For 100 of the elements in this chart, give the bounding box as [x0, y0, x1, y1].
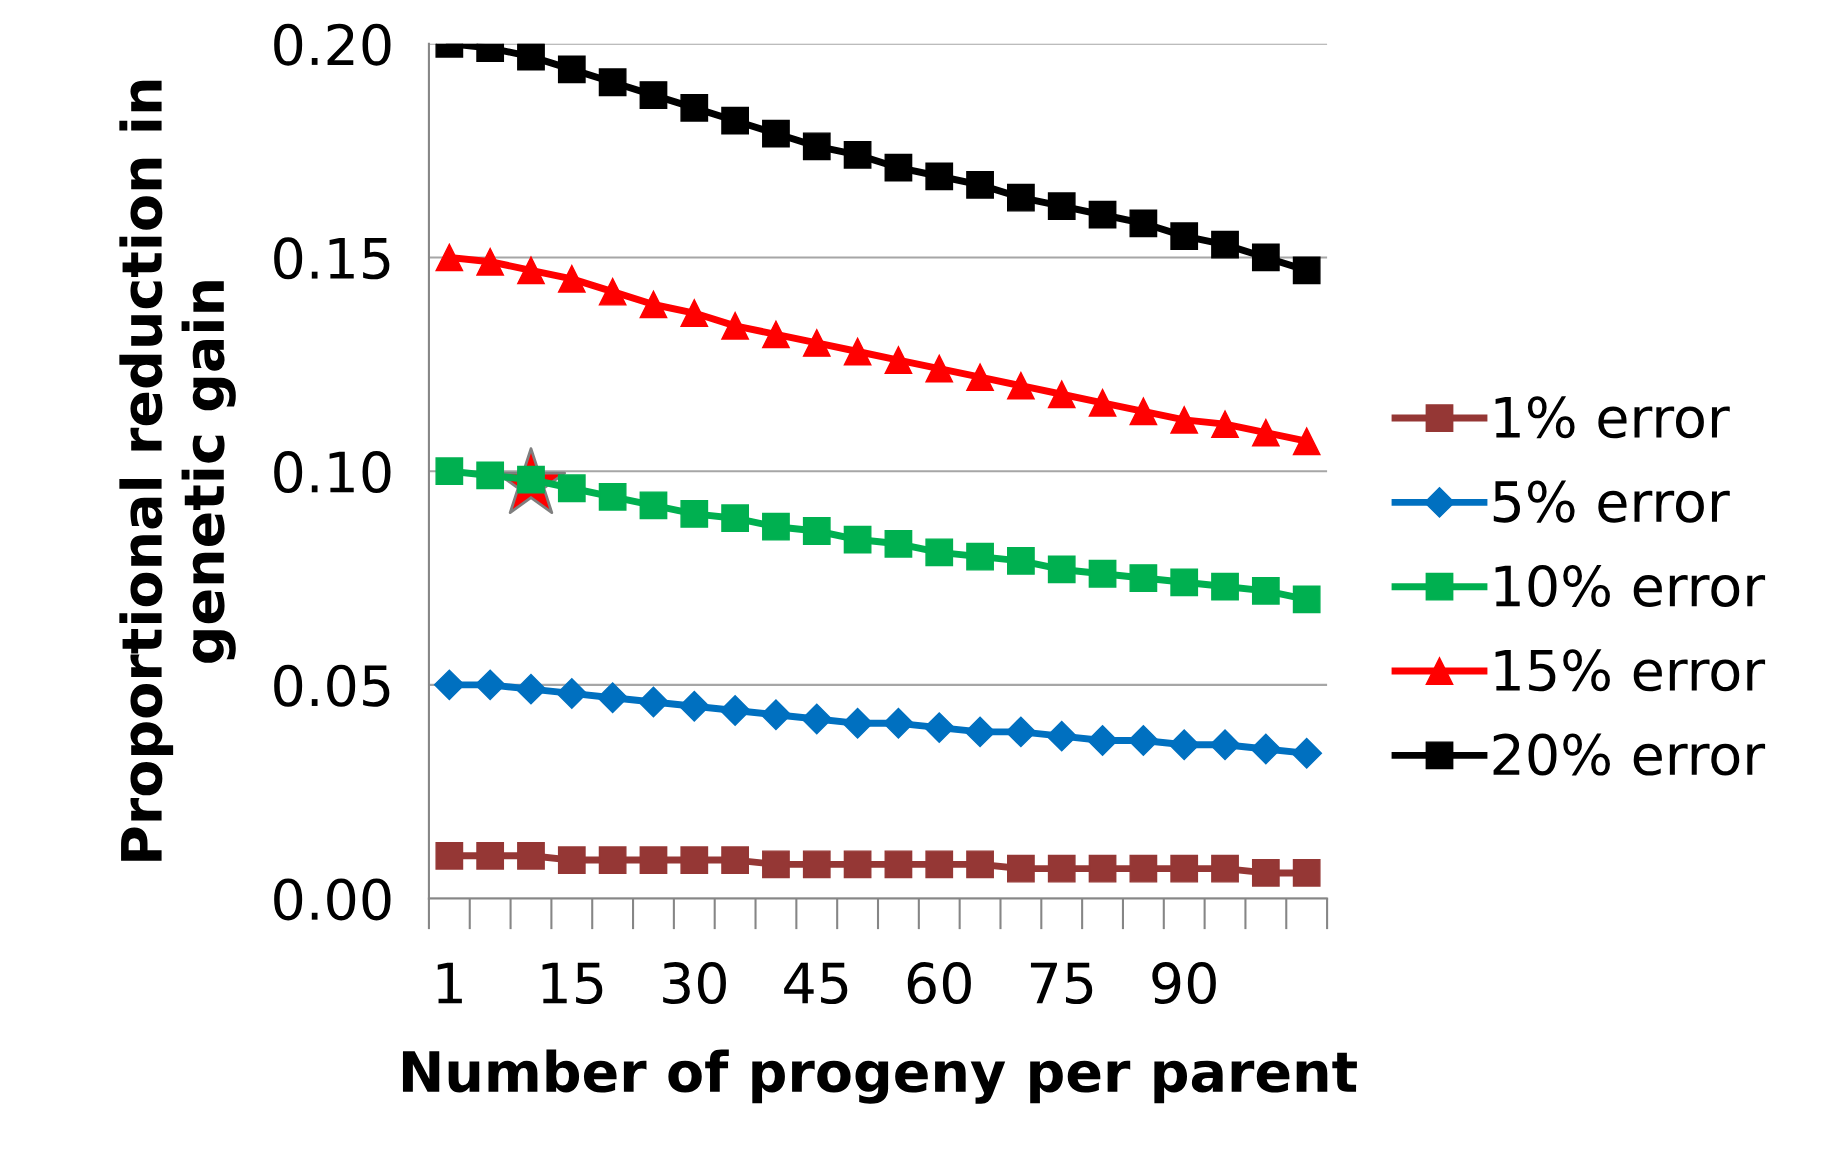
point: [925, 850, 954, 879]
x-tick-label: 90: [1152, 962, 1216, 1005]
x-axis-title: Number of progeny per parent: [402, 1049, 1357, 1104]
point: [556, 677, 588, 709]
point: [762, 119, 790, 148]
point: [1170, 405, 1199, 434]
point: [435, 457, 464, 486]
point: [882, 707, 914, 739]
point: [843, 141, 872, 169]
point: [517, 841, 545, 870]
point: [1251, 859, 1280, 887]
point: [433, 669, 465, 701]
x-tick-label: 75: [1030, 962, 1093, 1005]
x-tick-label: 45: [784, 962, 848, 1005]
y-tick-label: 0.10: [274, 451, 391, 494]
point: [843, 850, 872, 879]
point: [557, 55, 586, 84]
point: [680, 93, 709, 122]
point: [966, 850, 994, 879]
point: [1211, 230, 1239, 259]
point: [557, 474, 586, 503]
point: [1251, 576, 1280, 605]
legend-label: 5% error: [1493, 480, 1730, 523]
point: [762, 512, 790, 541]
point: [966, 363, 994, 392]
point: [476, 247, 505, 276]
point: [1088, 388, 1117, 417]
x-tick-label: 1: [437, 962, 462, 1004]
legend-label: 1% error: [1495, 396, 1730, 439]
point: [1211, 410, 1239, 439]
point: [680, 299, 709, 327]
point: [1292, 256, 1321, 285]
point: [762, 320, 790, 349]
point: [801, 703, 833, 735]
y-tick-label: 0.00: [274, 878, 391, 921]
point: [802, 132, 831, 161]
legend-label: 15% error: [1495, 649, 1766, 692]
legend-label: 20% error: [1493, 733, 1766, 776]
point: [639, 290, 668, 319]
point: [1047, 854, 1076, 883]
point: [1129, 397, 1158, 426]
point: [1292, 427, 1321, 456]
point: [639, 81, 668, 109]
point: [638, 686, 669, 718]
point: [1087, 724, 1118, 756]
point: [966, 170, 994, 199]
point: [843, 337, 872, 366]
point: [802, 850, 831, 879]
point: [1088, 854, 1117, 883]
point: [925, 162, 954, 191]
point: [598, 277, 627, 306]
point: [515, 673, 547, 705]
y-tick-label: 0.15: [274, 237, 390, 280]
point: [719, 695, 751, 726]
point: [925, 538, 954, 567]
y-tick-label: 0.20: [274, 23, 391, 66]
point: [721, 846, 750, 874]
point: [884, 153, 913, 182]
point: [884, 529, 913, 558]
point: [1007, 371, 1035, 400]
point: [1168, 729, 1200, 761]
x-tick-label: 30: [663, 962, 726, 1005]
point: [925, 354, 954, 383]
point: [639, 491, 668, 520]
point: [680, 500, 709, 528]
point: [1170, 222, 1199, 250]
point: [1129, 854, 1158, 883]
point: [1170, 568, 1199, 597]
point: [598, 846, 627, 874]
point: [1209, 729, 1241, 761]
point: [1211, 572, 1239, 601]
point: [435, 841, 464, 870]
point: [843, 525, 872, 554]
x-tick-label: 60: [907, 962, 971, 1005]
point: [1251, 418, 1280, 447]
point: [1005, 716, 1037, 748]
point: [923, 712, 955, 744]
point: [1129, 564, 1158, 592]
point: [1047, 380, 1076, 409]
point: [639, 846, 668, 874]
point: [476, 461, 505, 490]
point: [1251, 243, 1280, 272]
point: [678, 690, 710, 722]
point: [1170, 854, 1199, 883]
point: [476, 841, 505, 870]
point: [1291, 737, 1323, 769]
point: [557, 264, 586, 293]
point: [721, 504, 750, 533]
point: [680, 846, 709, 874]
point: [597, 682, 629, 714]
point: [721, 311, 750, 340]
point: [1047, 192, 1076, 221]
point: [517, 256, 545, 285]
point: [966, 542, 994, 571]
point: [802, 329, 831, 357]
point: [557, 846, 586, 874]
point: [762, 850, 790, 879]
y-tick-label: 0.05: [274, 664, 390, 707]
point: [598, 68, 627, 97]
point: [517, 43, 545, 71]
